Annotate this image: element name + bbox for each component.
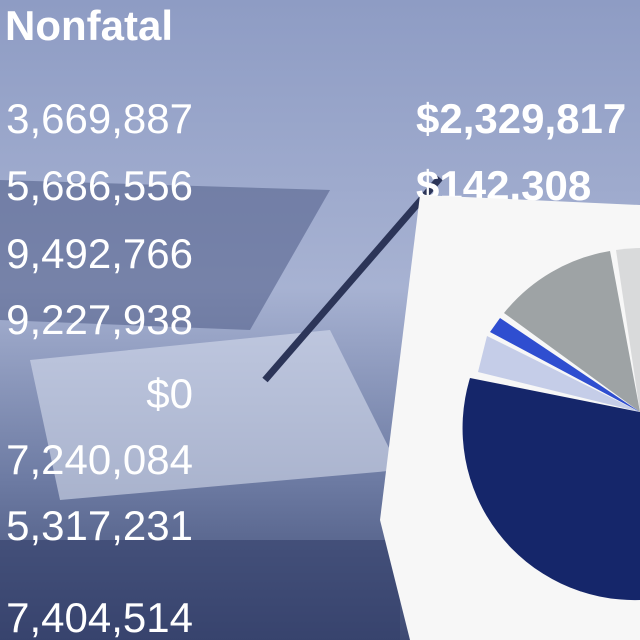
left-value: 7,404,514 [6,594,193,640]
left-value: 7,240,084 [6,436,193,483]
left-value: 3,669,887 [6,95,193,142]
pencil [262,175,443,383]
pie-slice [504,251,640,412]
pie-slice [616,248,640,412]
pie-chart [462,248,640,601]
paper [30,330,400,500]
laptop-keyboard [0,180,330,330]
right-value: $2,329,817 [416,95,626,142]
left-value: 5,686,556 [6,162,193,209]
left-value: 9,227,938 [6,296,193,343]
left-value: 5,317,231 [6,502,193,549]
dark-desk [0,540,400,640]
pie-slice [462,378,640,601]
left-value: $0 [146,370,193,417]
left-value: 9,492,766 [6,230,193,277]
pie-slice [490,318,640,412]
column-title: Nonfatal [5,2,173,49]
pie-slice [478,336,640,412]
